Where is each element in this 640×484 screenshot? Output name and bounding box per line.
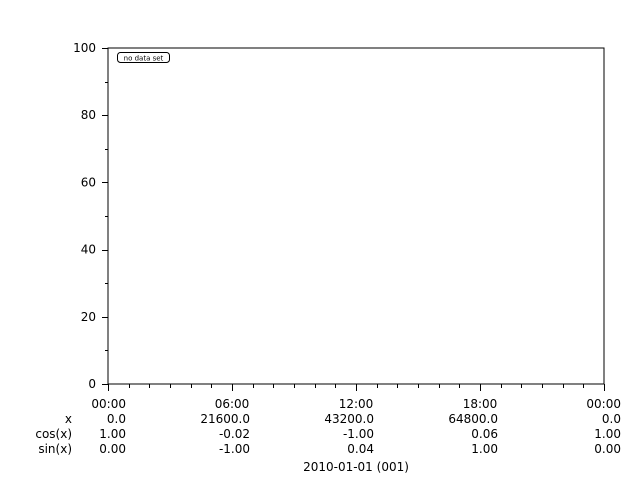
x-tick-label: 18:00	[463, 397, 498, 411]
tick-row-value: 0.06	[471, 427, 498, 441]
tick-row-value: 21600.0	[200, 412, 250, 426]
y-tick-label: 100	[73, 41, 96, 55]
tick-row-value: 1.00	[99, 427, 126, 441]
tick-row-value: 1.00	[594, 427, 621, 441]
y-tick-label: 80	[81, 108, 96, 122]
x-tick-label: 00:00	[586, 397, 621, 411]
x-axis-label: 2010-01-01 (001)	[303, 460, 409, 474]
plot-area	[107, 47, 605, 385]
no-data-badge: no data set	[117, 52, 170, 63]
tick-row-label: cos(x)	[35, 427, 72, 441]
tick-row-value: -1.00	[343, 427, 374, 441]
tick-row-value: -0.02	[219, 427, 250, 441]
y-tick-label: 60	[81, 175, 96, 189]
tick-row-value: 0.00	[594, 442, 621, 456]
no-data-label: no data set	[124, 55, 164, 63]
x-tick-label: 00:00	[91, 397, 126, 411]
tick-row-value: 64800.0	[448, 412, 498, 426]
y-tick-label: 20	[81, 310, 96, 324]
tick-row-label: sin(x)	[38, 442, 72, 456]
x-tick-label: 06:00	[215, 397, 250, 411]
y-tick-label: 0	[88, 377, 96, 391]
y-tick-label: 40	[81, 243, 96, 257]
tick-row-label: x	[65, 412, 72, 426]
tick-row-value: 43200.0	[324, 412, 374, 426]
tick-row-value: 0.04	[347, 442, 374, 456]
tick-row-value: 0.00	[99, 442, 126, 456]
tick-row-value: 0.0	[602, 412, 621, 426]
tick-row-value: 0.0	[107, 412, 126, 426]
x-tick-label: 12:00	[339, 397, 374, 411]
tick-row-value: -1.00	[219, 442, 250, 456]
tick-row-value: 1.00	[471, 442, 498, 456]
